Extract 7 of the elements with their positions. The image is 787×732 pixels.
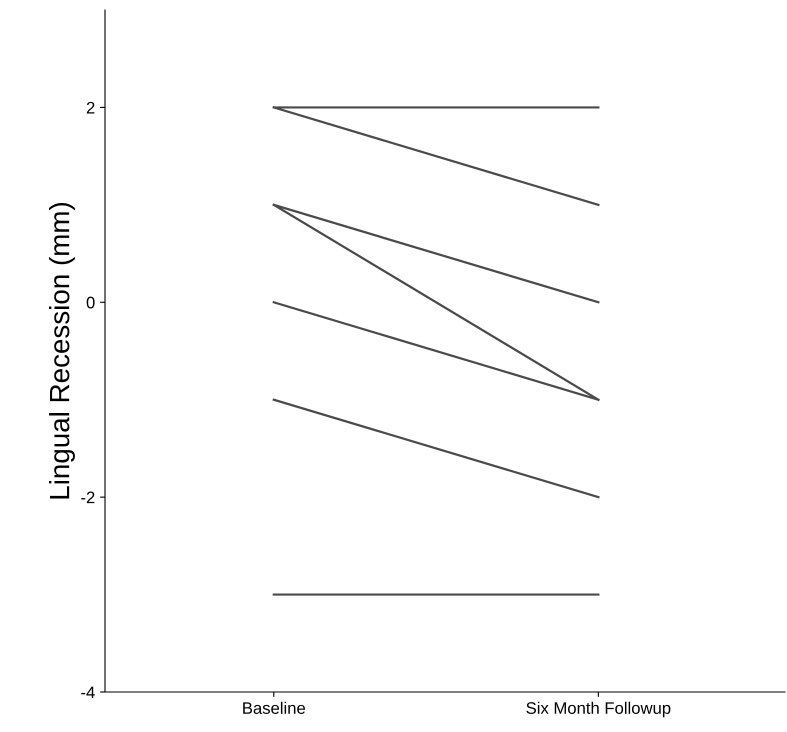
x-tick-label: Baseline xyxy=(243,702,306,714)
x-tick-label: Six Month Followup xyxy=(526,702,670,718)
y-axis-title: Lingual Recession (mm) xyxy=(49,202,75,498)
y-tick-label: -2 xyxy=(81,492,94,504)
y-tick-label: -4 xyxy=(81,686,95,698)
y-tick-label: 0 xyxy=(86,296,95,308)
y-tick-label: 2 xyxy=(86,102,94,114)
